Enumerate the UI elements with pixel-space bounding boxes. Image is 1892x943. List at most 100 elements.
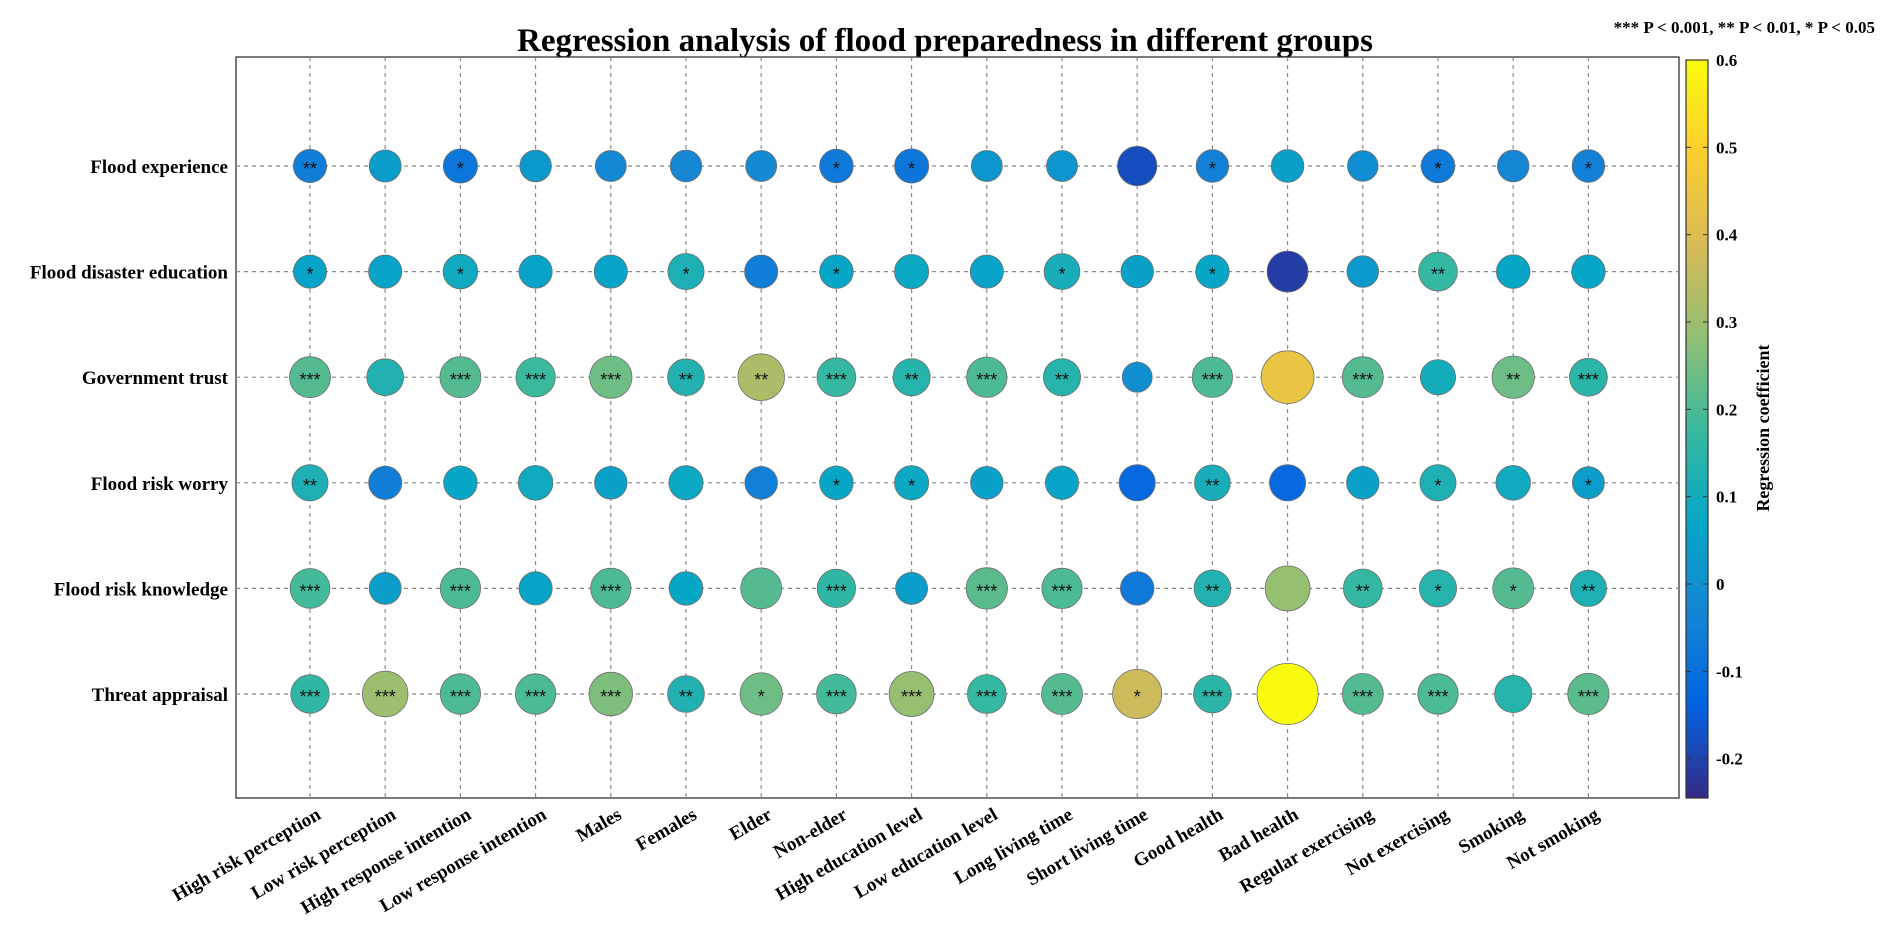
significance-mark: ** [1055,370,1069,390]
colorbar-ticks: 0.6 0.5 0.4 0.3 0.2 0.1 0 -0.1 -0.2 [1686,51,1743,769]
significance-mark: * [1585,159,1592,179]
bubble-point [1112,669,1163,720]
significance-mark: *** [1202,370,1223,390]
significance-mark: *** [1578,370,1599,390]
bubble-point [1266,250,1309,293]
significance-mark: *** [826,370,847,390]
x-tick-label: Females [632,804,700,855]
x-tick-label: Regular exercising [1236,804,1377,898]
bubble-point [515,357,556,398]
significance-mark: ** [1356,581,1370,601]
colorbar-tick-label: 0.5 [1716,138,1737,157]
bubble-point [669,149,703,183]
bubble-point [1195,149,1230,183]
bubble-point [1256,663,1319,726]
significance-mark: ** [303,476,317,496]
bubble-point [894,148,930,184]
bubble-point [668,465,704,501]
bubble-point [1270,149,1305,183]
significance-mark: *** [976,581,997,601]
significance-mark: *** [1051,687,1072,707]
bubble-point [1269,464,1307,502]
bubble-point [1572,466,1605,500]
colorbar-label: Regression coefficient [1753,344,1773,511]
colorbar-tick-label: -0.1 [1716,662,1743,681]
bubble-point [1260,350,1315,405]
significance-mark: *** [299,687,320,707]
bubble-point [594,466,628,500]
significance-mark: * [1434,476,1441,496]
bubble-point [1193,674,1232,714]
bubble-point [589,355,633,399]
chart-title: Regression analysis of flood preparednes… [517,23,1373,59]
significance-mark: *** [299,581,320,601]
bubble-point [1495,465,1531,501]
significance-mark: ** [1205,476,1219,496]
bubble-point [439,673,481,715]
bubble-point [1120,254,1154,289]
significance-mark: ** [679,687,693,707]
significance-mark: *** [375,687,396,707]
bubble-point [1569,357,1608,397]
bubble-point [518,571,553,606]
bubble-point [1492,567,1535,610]
bubble-point [1491,355,1535,399]
bubble-point [443,465,478,500]
bubble-point [668,571,704,606]
significance-mark: *** [450,687,471,707]
bubble-point [1343,568,1383,609]
significance-mark: * [833,476,840,496]
significance-mark: *** [450,581,471,601]
bubble-point [1117,145,1158,187]
x-tick-label: Males [573,804,626,846]
bubble-point [590,567,632,610]
bubble-point [439,356,482,399]
bubble-point [966,674,1007,714]
bubble-point [970,150,1003,182]
significance-mark: *** [976,370,997,390]
bubble-point [819,148,854,184]
bubble-point [1419,569,1458,608]
bubble-point [819,254,854,289]
bubble-point [289,356,331,399]
bubble-point [970,466,1004,500]
significance-mark: *** [1427,687,1448,707]
bubble-point [819,465,854,500]
significance-mark: *** [826,581,847,601]
bubble-point [1041,673,1083,715]
bubble-point [895,572,928,605]
significance-mark: *** [1352,687,1373,707]
bubble-point [894,465,930,501]
bubble-point [816,357,857,398]
significance-mark: *** [600,581,621,601]
significance-mark: * [1434,159,1441,179]
bubble-point [1571,149,1606,183]
bubble-point [588,671,633,717]
bubble-point [745,150,778,182]
y-tick-label: Threat appraisal [92,685,228,706]
bubble-point [366,358,405,397]
bubble-point [892,358,931,397]
bubble-point [593,254,628,289]
significance-mark: * [682,265,689,285]
significance-mark: ** [754,370,768,390]
bubble-point [517,465,554,501]
bubble-point [1046,150,1078,182]
significance-mark: ** [1581,581,1595,601]
colorbar-tick-label: 0.4 [1716,226,1738,245]
bubble-point [1341,673,1384,715]
bubble-point [1496,149,1530,183]
significance-mark: *** [450,370,471,390]
y-tick-label: Flood experience [90,157,228,178]
bubble-point [1417,673,1459,715]
y-tick-label: Flood risk knowledge [54,579,228,600]
bubble-point [744,466,778,500]
bubble-point [667,253,705,291]
y-tick-label: Flood disaster education [30,263,229,284]
significance-mark: *** [826,687,847,707]
significance-mark: * [908,476,915,496]
bubble-point [965,567,1008,610]
bubble-point [439,567,481,610]
significance-mark: ** [905,370,919,390]
